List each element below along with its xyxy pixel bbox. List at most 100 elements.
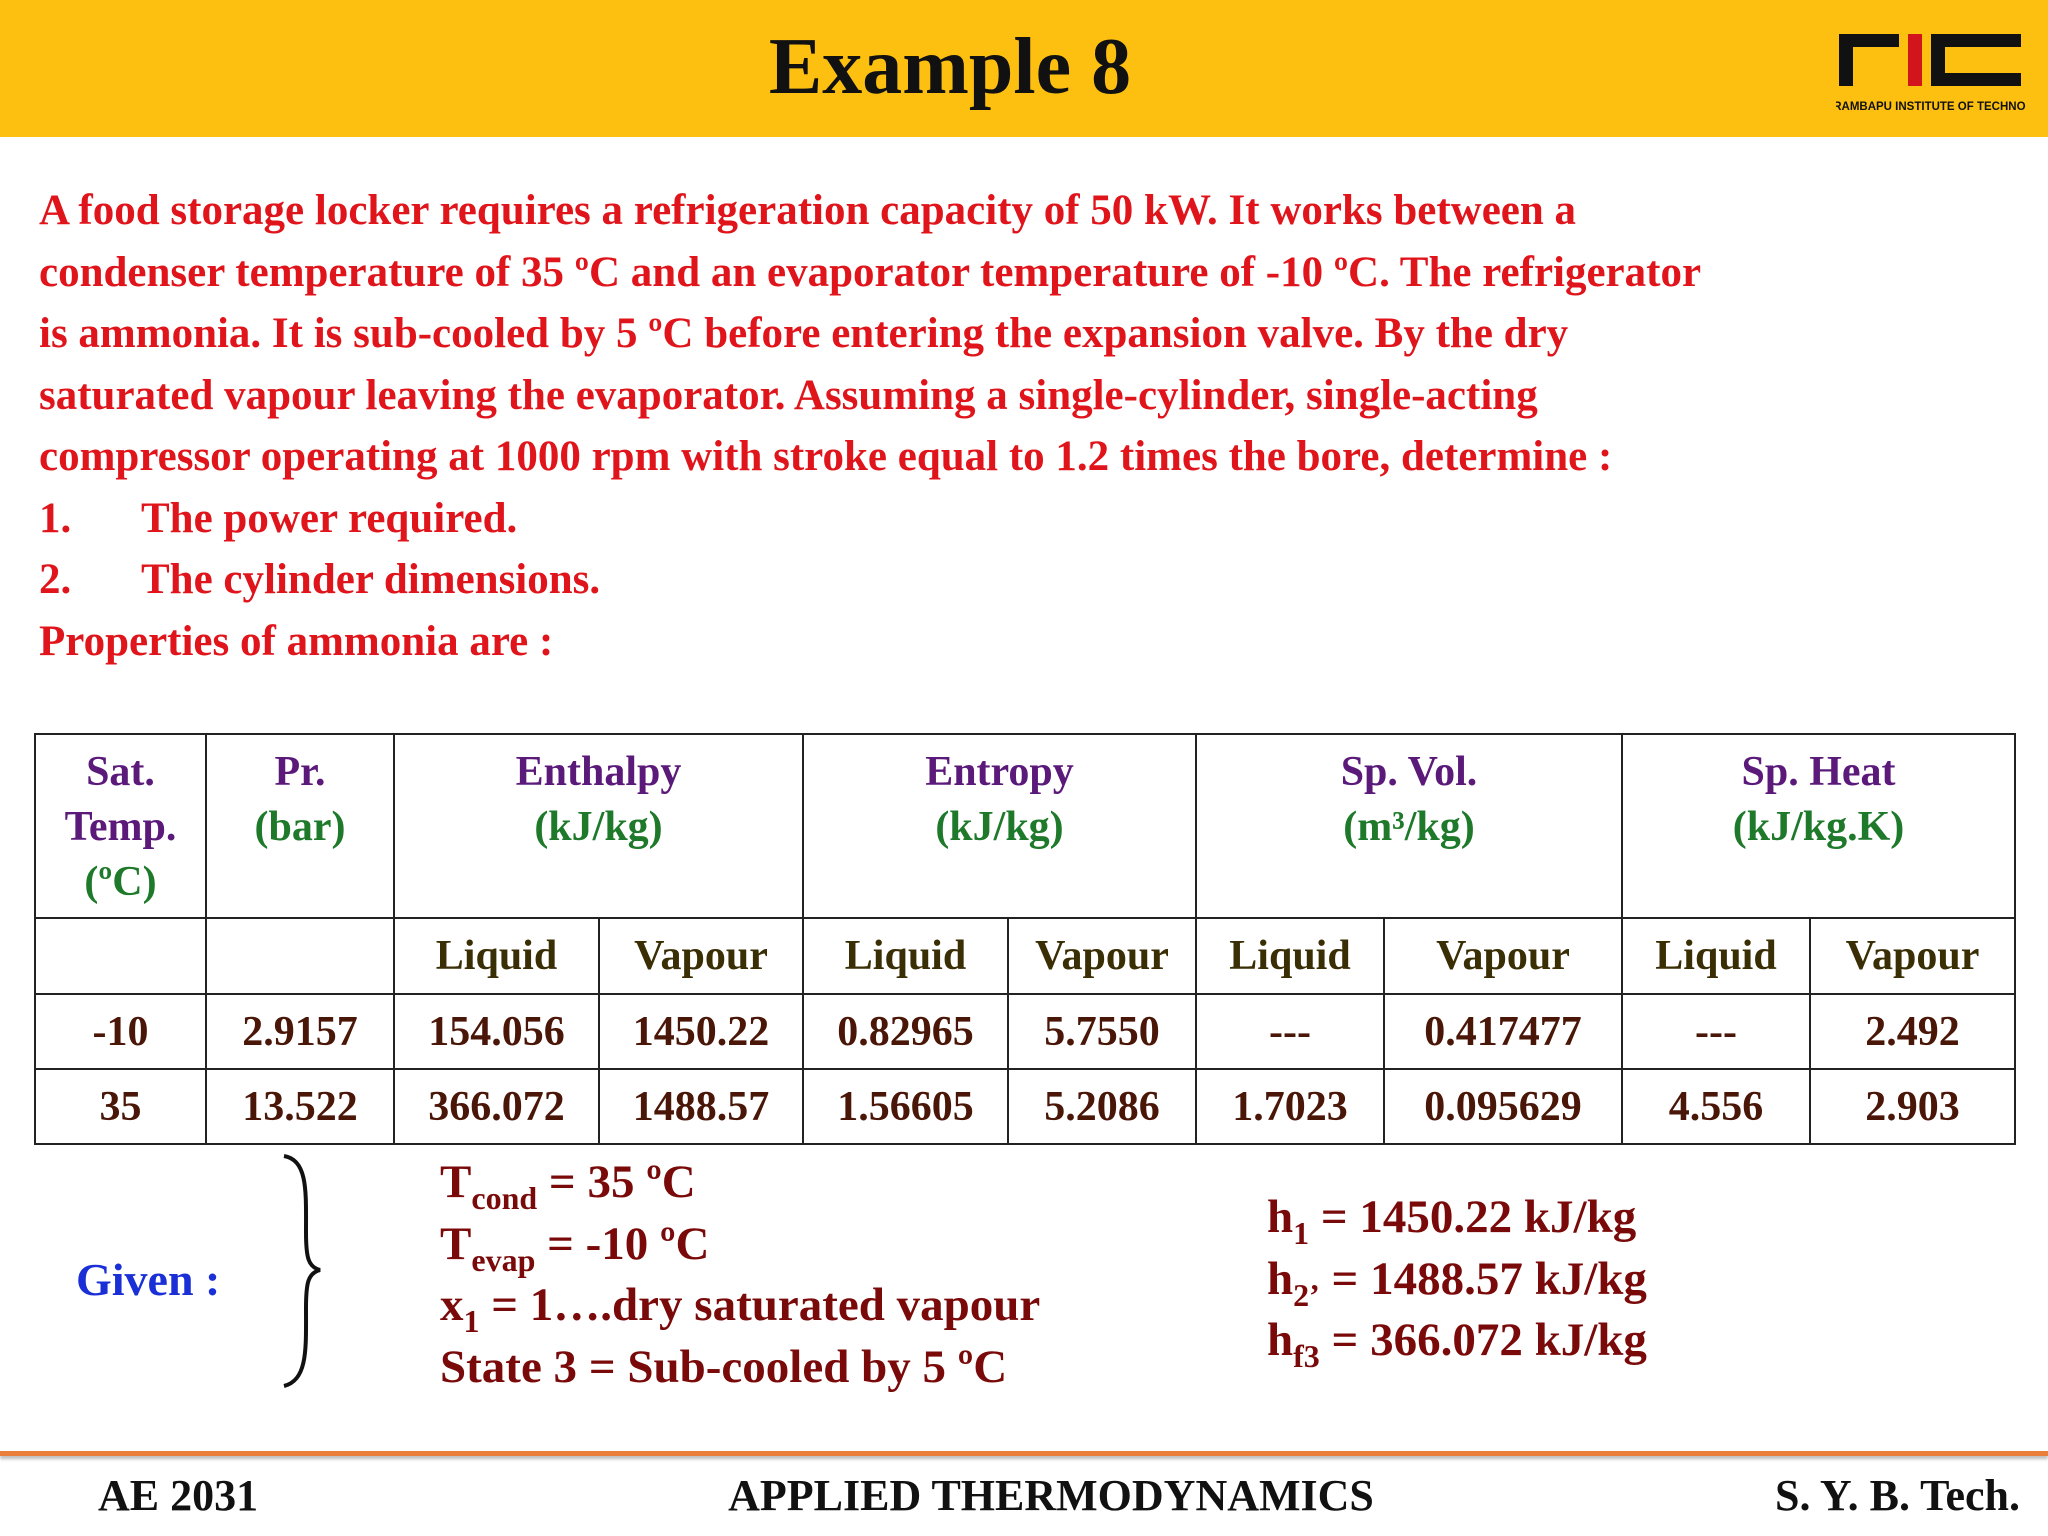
group-title: Sp. Vol. (1340, 749, 1478, 795)
subscript: 1 (463, 1303, 480, 1339)
subheader: Vapour (1007, 917, 1197, 995)
group-header: Enthalpy (kJ/kg) (393, 733, 804, 919)
symbol: h (1267, 1252, 1294, 1305)
brace (283, 1154, 321, 1388)
cell: 2.492 (1809, 993, 2016, 1070)
problem-line: compressor operating at 1000 rpm with st… (39, 433, 1613, 480)
cell: 154.056 (393, 993, 600, 1070)
cell: 2.903 (1809, 1068, 2016, 1145)
subheader: Vapour (598, 917, 804, 995)
group-title: Entropy (925, 749, 1074, 795)
subheader: Liquid (1621, 917, 1811, 995)
given-line: State 3 = Sub-cooled by 5 ºC (440, 1340, 1007, 1394)
result-line: h2’ = 1488.57 kJ/kg (1267, 1252, 1647, 1314)
symbol: x (440, 1279, 464, 1331)
group-title: Pr. (274, 749, 326, 795)
data-row: -10 2.9157 154.056 1450.22 0.82965 5.7550 --- 0… (34, 993, 2016, 1070)
cell: 2.9157 (205, 993, 395, 1070)
properties-table: Sat. Temp. (ºC) Pr. (bar) Enthalpy (kJ/kg) Ent… (34, 733, 2016, 1145)
subscript: f3 (1293, 1338, 1320, 1374)
item-text: The power required. (141, 494, 518, 542)
cell: 0.417477 (1383, 993, 1623, 1070)
group-header: Sp. Heat (kJ/kg.K) (1621, 733, 2016, 919)
group-title: Sat. Temp. (64, 749, 177, 850)
equation: = -10 ºC (547, 1217, 710, 1270)
cell: --- (1195, 993, 1385, 1070)
subheader: Vapour (1809, 917, 2016, 995)
cell: --- (1621, 993, 1811, 1070)
symbol: h (1267, 1191, 1294, 1243)
footer-left: AE 2031 (98, 1471, 259, 1520)
subheader: Liquid (802, 917, 1009, 995)
group-unit: (kJ/kg.K) (1732, 804, 1905, 850)
title: Example 8 (768, 23, 1132, 111)
problem-closing: Properties of ammonia are : (39, 617, 554, 665)
subheader: Liquid (1195, 917, 1385, 995)
equation: = Sub-cooled by 5 ºC (588, 1340, 1008, 1393)
symbol: T (440, 1156, 472, 1208)
symbol: State 3 (440, 1340, 578, 1393)
equation: = 1450.22 kJ/kg (1320, 1191, 1637, 1243)
empty-cell (205, 917, 395, 995)
cell: 1488.57 (598, 1068, 804, 1145)
equation: = 1488.57 kJ/kg (1331, 1252, 1647, 1305)
equation: = 366.072 kJ/kg (1331, 1314, 1647, 1366)
footer-right: S. Y. B. Tech. (1775, 1471, 2020, 1520)
problem-item: 1. The power required. (39, 488, 1701, 550)
cell: 13.522 (205, 1068, 395, 1145)
header-band (0, 0, 2048, 137)
subscript: evap (471, 1241, 536, 1278)
given-label: Given : (76, 1254, 221, 1305)
header-row: Sat. Temp. (ºC) Pr. (bar) Enthalpy (kJ/kg) Ent… (34, 733, 2016, 919)
result-line: hf3 = 366.072 kJ/kg (1267, 1313, 1647, 1375)
problem-text: A food storage locker requires a refrige… (39, 180, 1701, 672)
group-title: Enthalpy (515, 749, 682, 795)
given-line: Tevap = -10 ºC (440, 1217, 710, 1279)
group-header: Entropy (kJ/kg) (802, 733, 1197, 919)
cell: 366.072 (393, 1068, 600, 1145)
subheader: Liquid (393, 917, 600, 995)
symbol: h (1267, 1314, 1294, 1366)
equation: = 35 ºC (548, 1156, 696, 1208)
cell: 1.56605 (802, 1068, 1009, 1145)
item-number: 1. (39, 494, 72, 542)
logo: RAJARAMBAPU INSTITUTE OF TECHNOLOGY (1836, 34, 2026, 113)
subheader: Vapour (1383, 917, 1623, 995)
cell: 5.2086 (1007, 1068, 1197, 1145)
logo-text: RAJARAMBAPU INSTITUTE OF TECHNOLOGY (1836, 101, 2026, 113)
item-text: The cylinder dimensions. (141, 556, 601, 603)
problem-line: A food storage locker requires a refrige… (39, 187, 1577, 234)
cell: 0.095629 (1383, 1068, 1623, 1145)
item-number: 2. (39, 556, 72, 603)
given-line: Tcond = 35 ºC (440, 1155, 696, 1217)
result-line: h1 = 1450.22 kJ/kg (1267, 1190, 1636, 1252)
footer-center: APPLIED THERMODYNAMICS (728, 1471, 1374, 1520)
data-row: 35 13.522 366.072 1488.57 1.56605 5.2086 1.702… (34, 1068, 2016, 1145)
symbol: T (440, 1217, 472, 1270)
problem-item: 2. The cylinder dimensions. (39, 549, 1701, 611)
footer-rule (0, 1451, 2048, 1456)
cell: 0.82965 (802, 993, 1009, 1070)
cell: 1450.22 (598, 993, 804, 1070)
group-unit: (kJ/kg) (935, 804, 1064, 850)
group-unit: (bar) (254, 804, 346, 850)
group-unit: (kJ/kg) (534, 804, 663, 850)
equation: = 1….dry saturated vapour (491, 1279, 1041, 1331)
cell: 5.7550 (1007, 993, 1197, 1070)
subscript: 2’ (1293, 1276, 1320, 1313)
problem-line: condenser temperature of 35 ºC and an ev… (39, 248, 1702, 296)
group-title: Sp. Heat (1741, 749, 1896, 795)
empty-cell (34, 917, 207, 995)
problem-line: is ammonia. It is sub-cooled by 5 ºC bef… (39, 310, 1569, 357)
subheader-row: Liquid Vapour Liquid Vapour Liquid Vapour Liqu… (34, 917, 2016, 995)
group-header: Pr. (bar) (205, 733, 395, 919)
group-unit: (ºC) (84, 859, 157, 905)
cell: 35 (34, 1068, 207, 1145)
given-line: x1 = 1….dry saturated vapour (440, 1278, 1040, 1340)
group-header: Sat. Temp. (ºC) (34, 733, 207, 919)
cell: -10 (34, 993, 207, 1070)
subscript: 1 (1293, 1215, 1310, 1251)
problem-line: saturated vapour leaving the evaporator.… (39, 371, 1538, 419)
cell: 4.556 (1621, 1068, 1811, 1145)
